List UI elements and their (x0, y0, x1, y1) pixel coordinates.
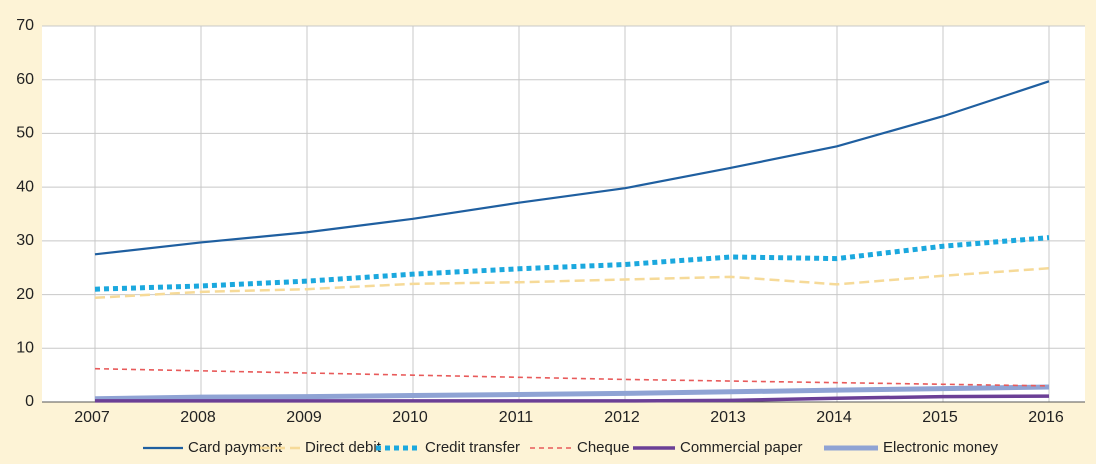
x-tick-label: 2011 (499, 409, 534, 426)
series-line (94, 80, 1050, 256)
y-tick-label: 10 (16, 340, 34, 357)
x-tick-label: 2012 (604, 409, 640, 426)
y-tick-label: 70 (16, 17, 34, 34)
y-tick-label: 20 (16, 286, 34, 303)
series-line (94, 384, 1050, 402)
plot-area (42, 26, 1085, 402)
series-line (94, 235, 1050, 292)
x-tick-label: 2009 (286, 409, 322, 426)
x-tick-label: 2007 (74, 409, 110, 426)
legend-label: Credit transfer (425, 439, 520, 456)
x-tick-label: 2008 (180, 409, 216, 426)
y-tick-label: 30 (16, 232, 34, 249)
legend-label: Card payment (188, 439, 283, 456)
series-line (94, 267, 1050, 300)
x-tick-label: 2013 (710, 409, 746, 426)
y-tick-label: 0 (25, 393, 34, 410)
y-tick-label: 60 (16, 71, 34, 88)
y-tick-label: 50 (16, 125, 34, 142)
legend-label: Commercial paper (680, 439, 803, 456)
legend-label: Direct debit (305, 439, 382, 456)
x-tick-label: 2016 (1028, 409, 1064, 426)
series-line (94, 367, 1050, 387)
x-tick-label: 2014 (816, 409, 852, 426)
x-tick-label: 2010 (392, 409, 428, 426)
y-tick-label: 40 (16, 178, 34, 195)
x-tick-label: 2015 (922, 409, 958, 426)
legend-label: Cheque (577, 439, 630, 456)
series-line (95, 394, 1050, 403)
legend-label: Electronic money (883, 439, 999, 456)
